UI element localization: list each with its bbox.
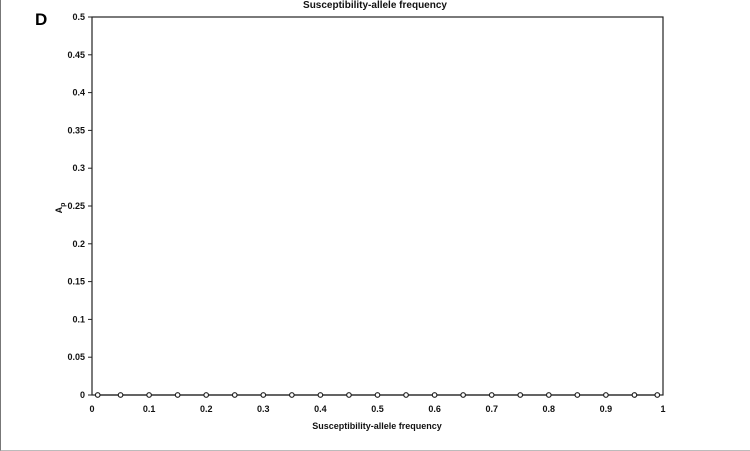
data-point (431, 392, 438, 398)
x-tick-label: 0.9 (600, 404, 613, 414)
data-point (631, 392, 638, 398)
data-point (174, 392, 181, 398)
data-point (346, 392, 352, 398)
data-point (654, 392, 661, 398)
x-tick-label: 0.4 (314, 404, 327, 414)
panel-label: D (35, 10, 48, 29)
data-point (288, 392, 295, 398)
x-tick-label: 0.6 (428, 404, 441, 414)
x-tick-label: 0.3 (257, 404, 270, 414)
x-tick-label: 0 (89, 404, 94, 414)
y-axis-label: Ap (54, 203, 67, 214)
data-point (231, 392, 238, 398)
x-tick-label: 0.7 (485, 404, 498, 414)
data-point (488, 392, 495, 398)
data-point (403, 392, 409, 398)
data-point (94, 392, 101, 398)
y-tick-label: 0.2 (72, 239, 85, 249)
x-axis-label: Susceptibility-allele frequency (312, 421, 442, 431)
x-tick-label: 0.8 (543, 404, 556, 414)
cut-off-title: Susceptibility-allele frequency (303, 0, 447, 11)
data-point (603, 392, 609, 398)
y-tick-label: 0.3 (72, 163, 85, 173)
y-tick-label: 0.5 (72, 12, 85, 22)
data-point (203, 392, 210, 398)
x-tick-label: 0.5 (371, 404, 384, 414)
y-tick-label: 0.25 (67, 201, 85, 211)
y-tick-label: 0.05 (67, 352, 85, 362)
x-tick-label: 0.1 (143, 404, 156, 414)
y-tick-label: 0 (80, 390, 85, 400)
data-point (574, 392, 581, 398)
data-point (545, 392, 552, 398)
data-point (460, 392, 467, 398)
data-point (374, 392, 381, 398)
y-axis-label-main: A (54, 206, 64, 213)
y-tick-label: 0.15 (67, 277, 85, 287)
x-tick-label: 0.2 (200, 404, 213, 414)
data-point (117, 392, 124, 398)
data-point (517, 392, 524, 398)
y-tick-label: 0.4 (72, 88, 85, 98)
y-axis-label-sub: p (60, 203, 67, 207)
data-point (260, 392, 267, 398)
plot-area (91, 16, 664, 396)
x-tick-label: 1 (660, 404, 665, 414)
y-tick-label: 0.45 (67, 50, 85, 60)
data-point (317, 392, 324, 398)
data-point (146, 392, 153, 398)
y-tick-label: 0.35 (67, 125, 85, 135)
y-tick-label: 0.1 (72, 314, 85, 324)
